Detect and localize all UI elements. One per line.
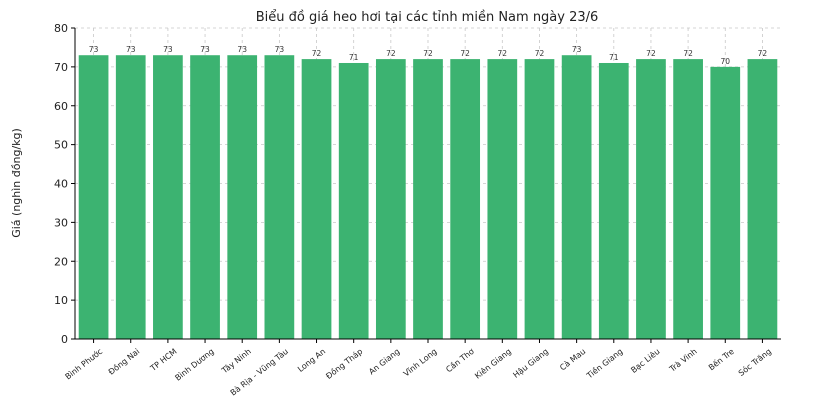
bar (227, 55, 258, 340)
data-label: 72 (535, 49, 545, 58)
y-tick-label: 40 (54, 178, 68, 191)
y-tick-label: 30 (54, 216, 68, 229)
bar (338, 62, 369, 340)
y-tick-label: 60 (54, 100, 68, 113)
y-tick-label: 0 (61, 333, 68, 346)
data-label: 73 (163, 45, 173, 54)
data-label: 72 (312, 49, 322, 58)
x-tick-label: Bình Phước (63, 346, 104, 381)
x-tick-label: Tây Ninh (219, 347, 253, 376)
x-tick-label: Đồng Tháp (324, 346, 365, 381)
y-tick-label: 80 (54, 22, 68, 35)
y-axis-label: Giá (nghìn đồng/kg) (10, 128, 23, 238)
bar (524, 59, 555, 339)
data-label: 72 (758, 49, 768, 58)
data-label: 72 (386, 49, 396, 58)
bar (190, 55, 220, 340)
x-tick-label: Đồng Nai (106, 346, 141, 377)
bar (413, 59, 443, 339)
data-label: 72 (646, 49, 656, 58)
bar (375, 59, 406, 339)
bar (747, 59, 778, 339)
data-label: 72 (498, 49, 508, 58)
y-tick-label: 10 (54, 294, 68, 307)
bar (115, 55, 146, 340)
x-tick-label: Vĩnh Long (402, 347, 439, 379)
data-label: 72 (683, 49, 693, 58)
x-tick-label: Bình Dương (173, 347, 215, 383)
y-tick-label: 70 (54, 61, 68, 74)
data-label: 70 (720, 57, 730, 66)
data-label: 73 (89, 45, 99, 54)
data-label: 73 (237, 45, 247, 54)
x-tick-label: Trà Vinh (667, 347, 699, 374)
x-tick-label: Sóc Trăng (736, 346, 773, 378)
x-tick-label: TP HCM (148, 347, 179, 374)
bar (450, 59, 481, 339)
x-tick-label: Cà Mau (558, 347, 587, 373)
y-ticks: 0 10 20 30 40 50 60 70 80 (54, 22, 75, 346)
bar (487, 59, 518, 339)
chart-title: Biểu đồ giá heo hơi tại các tỉnh miền Na… (256, 10, 599, 25)
bar (153, 55, 183, 340)
bar (598, 62, 629, 340)
x-tick-label: Cần Thơ (444, 346, 476, 374)
bar (673, 59, 703, 339)
bar (78, 55, 109, 340)
data-labels: 73 73 73 73 73 73 72 71 72 72 72 72 72 73 71 72 72 70 72 (89, 45, 768, 66)
x-tick-label: Tiền Giang (584, 346, 625, 381)
bar (301, 59, 332, 339)
data-label: 73 (126, 45, 136, 54)
x-tick-label: An Giang (367, 347, 401, 377)
data-label: 73 (572, 45, 582, 54)
data-label: 72 (460, 49, 470, 58)
y-tick-label: 20 (54, 255, 68, 268)
bar (264, 55, 295, 340)
data-label: 72 (423, 49, 433, 58)
bars (78, 55, 778, 340)
data-label: 73 (200, 45, 210, 54)
x-tick-label: Long An (296, 347, 327, 374)
bar (710, 66, 741, 339)
data-label: 71 (349, 53, 359, 62)
data-label: 71 (609, 53, 619, 62)
x-tick-label: Bến Tre (706, 346, 736, 372)
y-tick-label: 50 (54, 139, 68, 152)
x-tick-label: Hậu Giang (511, 347, 550, 381)
x-tick-label: Bạc Liêu (629, 346, 663, 376)
bar (636, 59, 666, 339)
x-tick-label: Kiên Giang (473, 346, 513, 381)
bar (561, 55, 592, 340)
data-label: 73 (275, 45, 285, 54)
